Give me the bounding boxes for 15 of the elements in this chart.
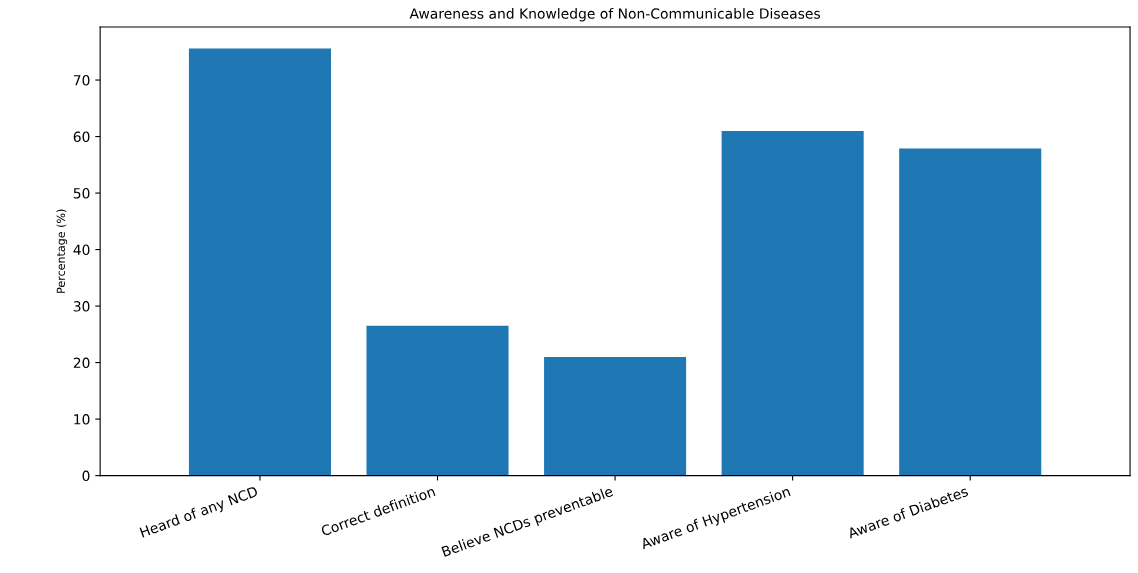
y-tick-label: 50 bbox=[73, 188, 90, 199]
y-tick-label: 0 bbox=[82, 470, 90, 482]
y-tick-label: 20 bbox=[73, 357, 90, 369]
y-tick-label: 10 bbox=[74, 414, 90, 425]
bar bbox=[188, 48, 331, 476]
chart-title: Awareness and Knowledge of Non-Communicable Diseases bbox=[409, 8, 820, 22]
y-tick-label: 40 bbox=[73, 244, 90, 256]
bar bbox=[544, 356, 687, 476]
bar bbox=[899, 148, 1042, 476]
bar bbox=[721, 130, 864, 476]
y-tick-label: 60 bbox=[73, 131, 90, 143]
y-tick-label: 70 bbox=[73, 75, 90, 86]
y-tick-label: 30 bbox=[73, 301, 90, 312]
bar bbox=[366, 325, 509, 476]
y-axis-title: Percentage (%) bbox=[56, 209, 68, 293]
